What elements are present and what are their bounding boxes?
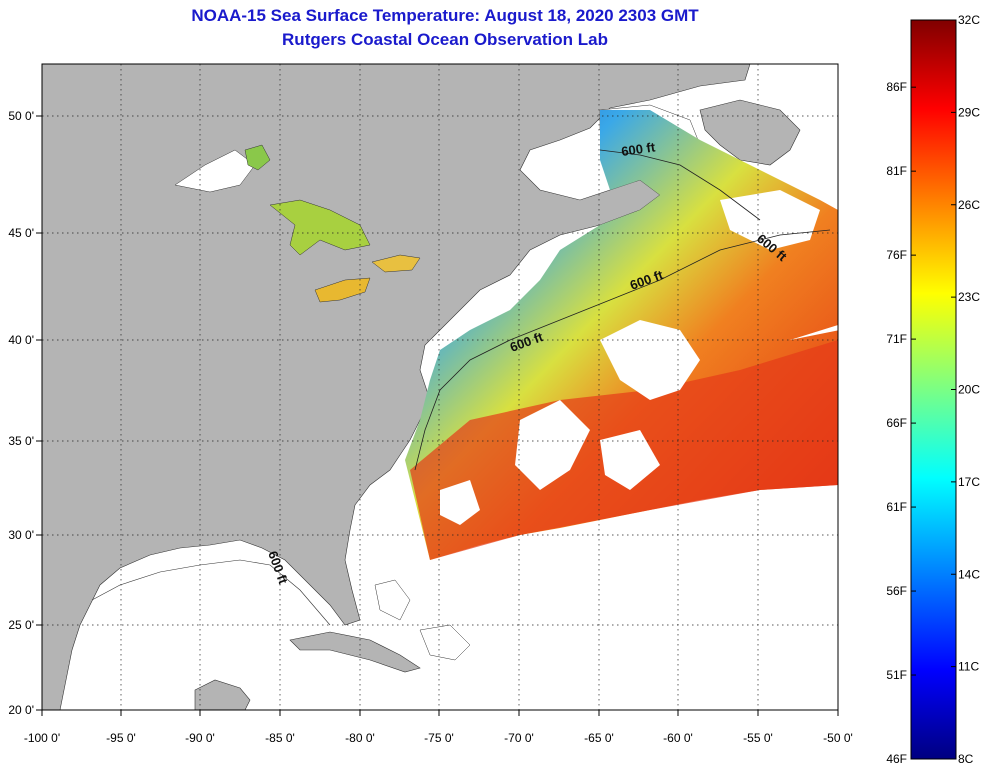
colorbar-fahrenheit-label: 86F [886, 80, 907, 94]
contour-label: 600 ft [620, 139, 656, 159]
colorbar-celsius-label: 29C [958, 105, 980, 119]
lat-label: 20 0' [8, 703, 34, 717]
lake-ontario [371, 254, 421, 273]
lon-label: -50 0' [823, 731, 853, 745]
lat-label: 25 0' [8, 618, 34, 632]
lon-label: -95 0' [106, 731, 136, 745]
colorbar-fahrenheit-label: 56F [886, 584, 907, 598]
colorbar-fahrenheit-label: 46F [886, 752, 907, 766]
lat-label: 40 0' [8, 333, 34, 347]
lon-label: -70 0' [504, 731, 534, 745]
colorbar-celsius-label: 26C [958, 198, 980, 212]
colorbar-fahrenheit-label: 81F [886, 164, 907, 178]
lon-label: -90 0' [185, 731, 215, 745]
lon-label: -55 0' [743, 731, 773, 745]
colorbar-celsius-label: 14C [958, 567, 980, 581]
contour-lines [414, 149, 831, 471]
map-subtitle: Rutgers Coastal Ocean Observation Lab [282, 30, 608, 49]
lon-label: -75 0' [424, 731, 454, 745]
lon-label: -60 0' [663, 731, 693, 745]
colorbar-fahrenheit-label: 61F [886, 500, 907, 514]
lat-label: 35 0' [8, 434, 34, 448]
lat-label: 50 0' [8, 109, 34, 123]
lat-label: 45 0' [8, 226, 34, 240]
colorbar-celsius-label: 20C [958, 383, 980, 397]
colorbar-celsius-label: 32C [958, 13, 980, 27]
colorbar-celsius-label: 17C [958, 475, 980, 489]
colorbar-gradient [910, 19, 957, 760]
colorbar-celsius-label: 23C [958, 290, 980, 304]
lon-label: -100 0' [24, 731, 60, 745]
land-cuba [289, 631, 421, 673]
map-title: NOAA-15 Sea Surface Temperature: August … [191, 6, 699, 25]
lake-superior [244, 144, 271, 171]
colorbar-fahrenheit-label: 66F [886, 416, 907, 430]
land-newfoundland [699, 99, 801, 166]
lon-label: -85 0' [265, 731, 295, 745]
lon-label: -65 0' [584, 731, 614, 745]
colorbar-celsius-label: 8C [958, 752, 974, 766]
colorbar-fahrenheit-label: 71F [886, 332, 907, 346]
colorbar-fahrenheit-label: 51F [886, 668, 907, 682]
land-yucatan [194, 679, 251, 710]
lon-label: -80 0' [345, 731, 375, 745]
lakes-huron-michigan [269, 199, 371, 256]
colorbar-fahrenheit-label: 76F [886, 248, 907, 262]
colorbar-celsius-label: 11C [958, 660, 979, 674]
land-north-america [42, 64, 751, 710]
lake-erie [314, 277, 371, 303]
lat-label: 30 0' [8, 528, 34, 542]
